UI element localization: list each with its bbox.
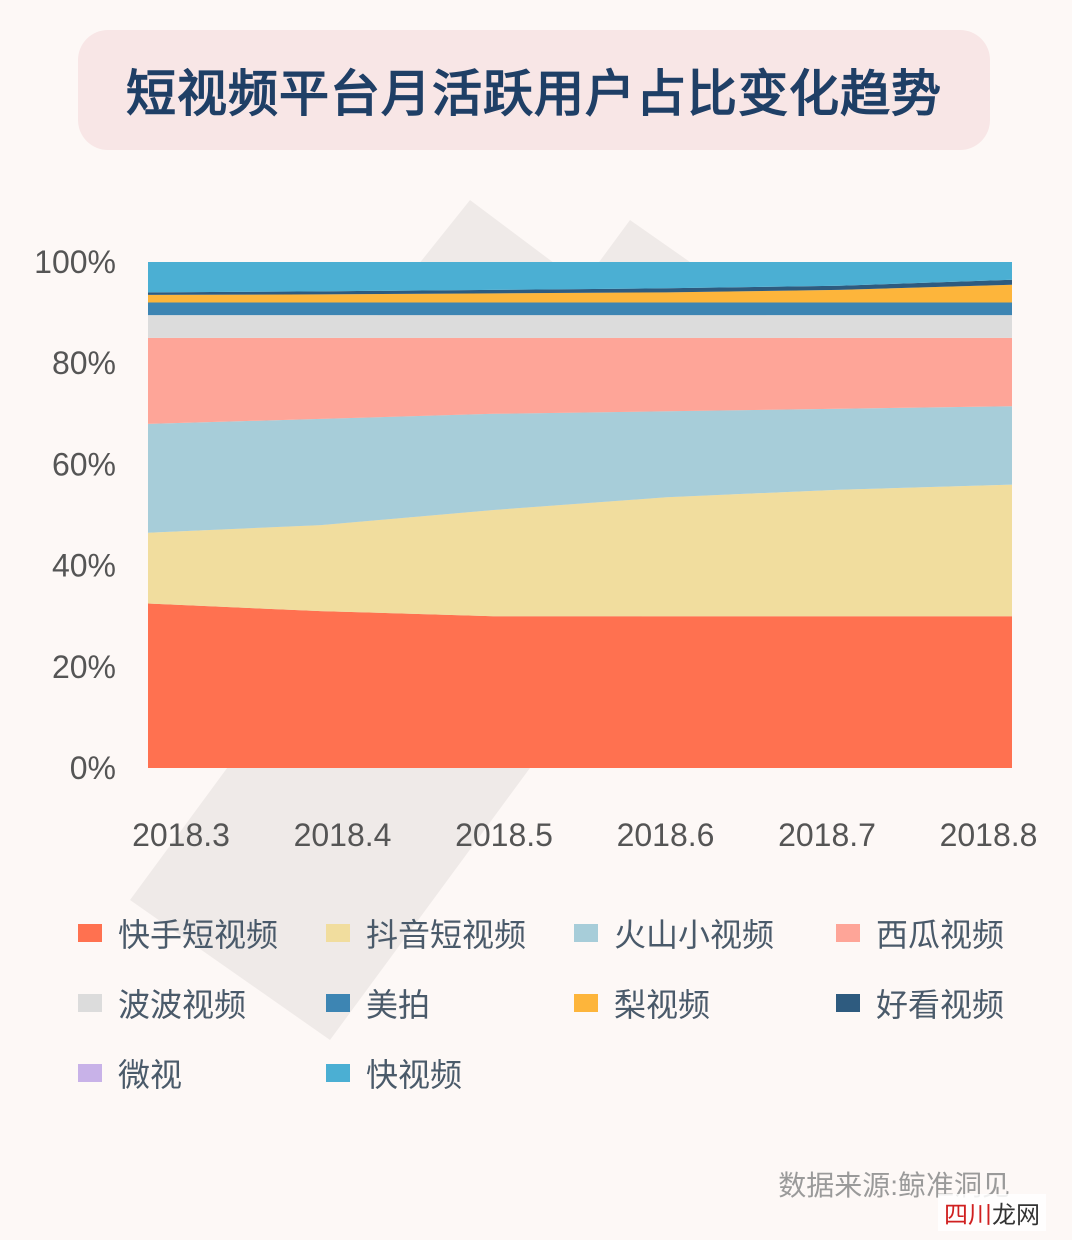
area-layer [148,262,1012,768]
legend-item: 梨视频 [574,980,710,1026]
y-tick-label: 100% [34,244,116,280]
x-tick-label: 2018.6 [617,817,715,853]
area-series-4 [148,315,1012,338]
legend-swatch [326,924,350,942]
legend-label: 波波视频 [118,987,247,1023]
legend-item: 快手短视频 [78,910,278,956]
legend-swatch [836,994,860,1012]
area-series-2 [148,406,1012,533]
y-tick-label: 60% [52,446,116,482]
legend-item: 美拍 [326,980,430,1026]
legend-label: 梨视频 [614,987,711,1023]
legend-label: 快视频 [366,1057,463,1093]
legend-swatch [78,1064,102,1082]
title-banner: 短视频平台月活跃用户占比变化趋势 [78,30,990,150]
legend-item: 西瓜视频 [836,910,1004,956]
site-watermark-part2: 龙网 [992,1202,1040,1229]
legend-item: 微视 [78,1050,182,1096]
site-watermark-part1: 四川 [944,1202,992,1229]
y-axis: 0% 20% 40% 60% 80% 100% [34,244,116,786]
legend-label: 美拍 [366,987,431,1023]
area-series-9 [148,262,1012,293]
legend-item: 波波视频 [78,980,246,1026]
y-tick-label: 0% [70,750,116,786]
legend-item: 好看视频 [836,980,1004,1026]
x-tick-label: 2018.3 [132,817,230,853]
legend-swatch [326,1064,350,1082]
area-series-1 [148,484,1012,617]
legend-swatch [836,924,860,942]
x-tick-label: 2018.4 [294,817,392,853]
legend-label: 好看视频 [876,987,1005,1023]
legend-item: 快视频 [326,1050,462,1096]
legend-swatch [574,924,598,942]
legend-swatch [326,994,350,1012]
x-axis: 2018.3 2018.4 2018.5 2018.6 2018.7 2018.8 [132,817,1037,853]
area-series-3 [148,337,1012,424]
legend-label: 抖音短视频 [366,917,527,953]
area-series-5 [148,302,1012,316]
x-tick-label: 2018.5 [455,817,553,853]
page-title: 短视频平台月活跃用户占比变化趋势 [126,64,942,123]
legend-label: 火山小视频 [614,917,775,953]
legend-swatch [78,924,102,942]
x-tick-label: 2018.8 [940,817,1038,853]
y-tick-label: 40% [52,548,116,584]
legend-label: 西瓜视频 [876,917,1005,953]
area-series-6 [148,284,1012,303]
area-series-7 [148,279,1012,295]
legend-swatch [78,994,102,1012]
legend-item: 火山小视频 [574,910,774,956]
site-watermark: 四川龙网 [938,1194,1046,1231]
y-tick-label: 80% [52,345,116,381]
legend-label: 快手短视频 [118,917,279,953]
y-tick-label: 20% [52,649,116,685]
legend-label: 微视 [118,1057,183,1093]
x-tick-label: 2018.7 [778,817,876,853]
legend-item: 抖音短视频 [326,910,526,956]
area-series-0 [148,603,1012,768]
legend-swatch [574,994,598,1012]
